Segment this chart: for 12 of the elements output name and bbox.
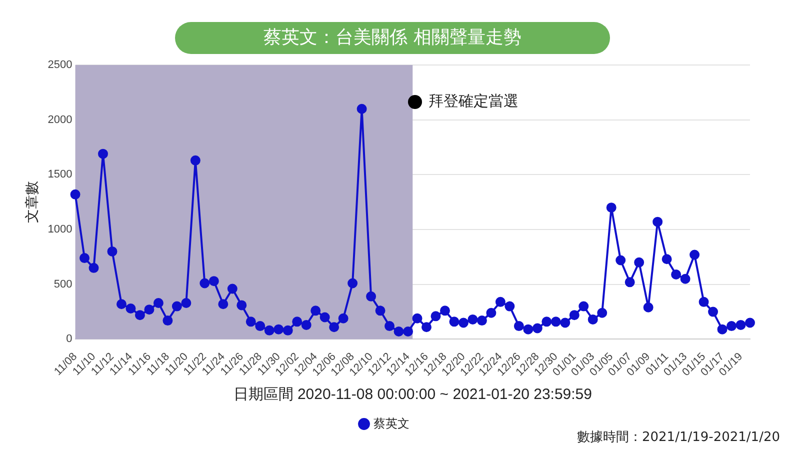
y-tick-label: 0 <box>66 333 72 346</box>
x-axis-title: 日期區間 2020-11-08 00:00:00 ~ 2021-01-20 23:59:59 <box>233 386 592 404</box>
y-tick-label: 500 <box>54 278 72 290</box>
legend-label: 蔡英文 <box>374 416 410 430</box>
y-axis-title: 文章數 <box>23 181 40 224</box>
text: 數據時間：2021/1/19-2021/1/20 <box>576 429 780 446</box>
y-tick-label: 2500 <box>48 59 72 72</box>
y-tick-label: 1500 <box>48 168 72 181</box>
band-label: 拜登確定當選 <box>428 92 519 111</box>
y-tick-label: 2000 <box>48 114 72 126</box>
chart-title: 蔡英文：台美關係 相關聲量走勢 <box>175 22 610 54</box>
y-tick-label: 1000 <box>48 224 72 236</box>
